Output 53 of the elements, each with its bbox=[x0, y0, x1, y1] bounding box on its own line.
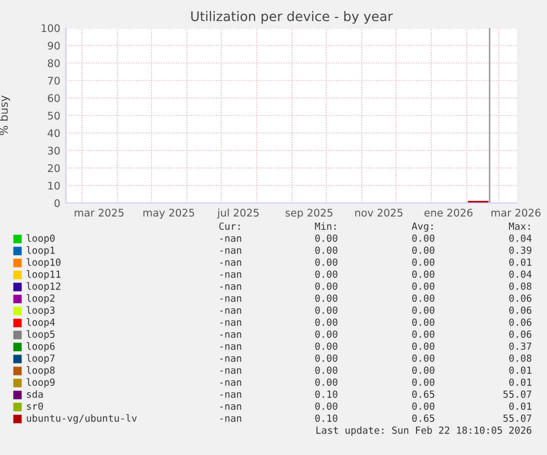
x-tick-label: may 2025 bbox=[143, 208, 194, 219]
legend-label: loop7 bbox=[26, 354, 55, 364]
y-tick-label: 20 bbox=[48, 164, 60, 172]
legend-label: loop9 bbox=[26, 378, 55, 388]
text: -nan 0.10 0.65 55.07 bbox=[220, 414, 532, 422]
text: -nan 0.00 0.00 0.06 bbox=[220, 330, 532, 338]
y-tick-label: 90 bbox=[48, 42, 60, 50]
x-tick-label: nov 2025 bbox=[355, 208, 402, 217]
y-tick-label: 80 bbox=[48, 59, 60, 68]
x-tick-label: sep 2025 bbox=[286, 208, 332, 219]
text: -nan 0.00 0.00 0.04 bbox=[220, 270, 532, 278]
text: -nan 0.00 0.00 0.01 bbox=[220, 258, 532, 266]
text: -nan 0.00 0.00 0.06 bbox=[220, 318, 532, 326]
legend-label: loop0 bbox=[26, 234, 55, 244]
y-tick-label: 30 bbox=[48, 146, 60, 155]
legend-label: loop11 bbox=[26, 270, 60, 280]
legend-label: loop12 bbox=[26, 282, 60, 292]
text: -nan 0.00 0.00 0.04 bbox=[220, 234, 532, 242]
legend-label: loop10 bbox=[26, 258, 60, 268]
x-tick-label: ene 2026 bbox=[424, 208, 472, 217]
text: -nan 0.00 0.00 0.06 bbox=[220, 306, 532, 314]
legend-label: loop5 bbox=[26, 330, 54, 340]
legend-label: ubuntu-vg/ubuntu-lv bbox=[26, 414, 137, 424]
y-tick-label: 50 bbox=[48, 112, 60, 120]
y-tick-label: 60 bbox=[48, 94, 60, 102]
x-tick-label: mar 2025 bbox=[74, 208, 124, 217]
x-tick-label: mar 2026 bbox=[491, 208, 541, 217]
text: -nan 0.00 0.00 0.37 bbox=[220, 342, 532, 350]
legend-label: sda bbox=[27, 390, 43, 398]
text: Last update: Sun Feb 22 18:10:05 2026 bbox=[316, 426, 532, 436]
x-tick-label: jul 2025 bbox=[217, 208, 259, 219]
legend-label: loop8 bbox=[26, 366, 55, 376]
y-tick-label: 10 bbox=[48, 182, 60, 190]
text: -nan 0.10 0.65 55.07 bbox=[220, 390, 532, 398]
text: -nan 0.00 0.00 0.06 bbox=[220, 294, 532, 302]
text: -nan 0.00 0.00 0.01 bbox=[220, 378, 532, 386]
legend-label: sr0 bbox=[27, 402, 43, 410]
text: -nan 0.00 0.00 0.08 bbox=[220, 282, 532, 290]
chart-title: Utilization per device - by year bbox=[191, 11, 393, 24]
text: -nan 0.00 0.00 0.01 bbox=[220, 366, 532, 374]
legend-label: loop2 bbox=[26, 294, 54, 304]
y-tick-label: 100 bbox=[42, 24, 60, 32]
legend-label: loop4 bbox=[26, 318, 55, 328]
legend-label: loop1 bbox=[26, 246, 55, 256]
y-tick-label: 0 bbox=[54, 199, 60, 208]
text: -nan 0.00 0.00 0.01 bbox=[220, 402, 532, 410]
legend-label: loop3 bbox=[26, 306, 55, 316]
y-tick-label: 70 bbox=[48, 76, 60, 85]
text: -nan 0.00 0.00 0.08 bbox=[220, 354, 532, 362]
text: -nan 0.00 0.00 0.39 bbox=[220, 246, 532, 254]
legend-label: loop6 bbox=[26, 342, 55, 352]
text: Cur: Min: Avg: Max: bbox=[219, 222, 530, 232]
y-tick-label: 40 bbox=[48, 129, 60, 138]
